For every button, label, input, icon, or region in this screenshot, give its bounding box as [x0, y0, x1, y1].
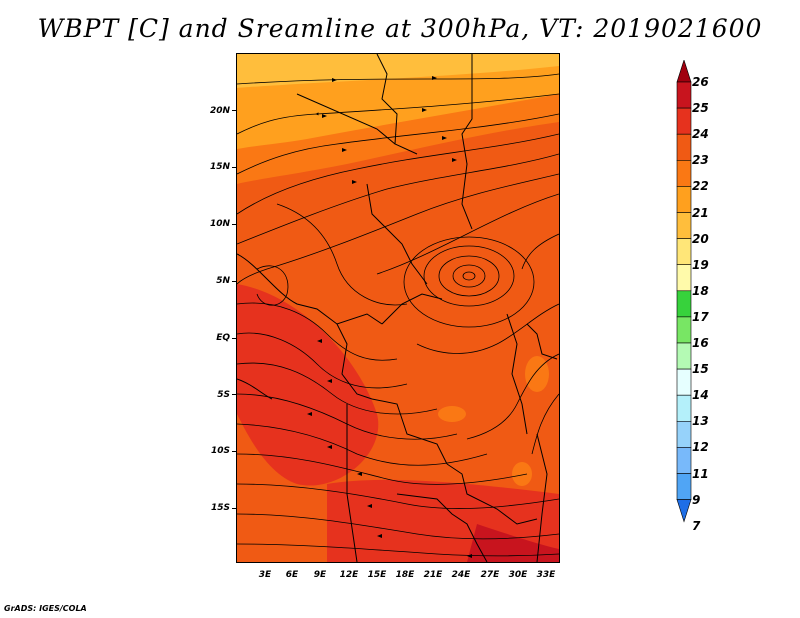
lat-tick [232, 508, 236, 509]
colorbar-label: 18 [692, 284, 709, 298]
lon-label-9e: 9E [305, 570, 335, 580]
footer-credit: GrADS: IGES/COLA [4, 604, 87, 613]
field-cool-pocket-3 [512, 462, 532, 486]
lon-label-15e: 15E [362, 570, 392, 580]
lat-tick [232, 394, 236, 395]
colorbar-label: 13 [692, 414, 709, 428]
colorbar-label: 21 [692, 206, 709, 220]
colorbar-label: 15 [692, 362, 709, 376]
lat-label-10n: 10N [186, 219, 230, 229]
colorbar-label: 14 [692, 388, 709, 402]
colorbar-cell [677, 395, 691, 421]
lon-label-18e: 18E [390, 570, 420, 580]
lon-label-30e: 30E [503, 570, 533, 580]
lat-tick [232, 281, 236, 282]
colorbar-cells [677, 60, 691, 522]
lon-label-21e: 21E [418, 570, 448, 580]
colorbar-cell [677, 369, 691, 395]
colorbar-cell [677, 317, 691, 343]
colorbar-cell [677, 213, 691, 239]
lon-label-24e: 24E [446, 570, 476, 580]
colorbar-cell [677, 134, 691, 160]
lat-tick [232, 224, 236, 225]
lon-label-12e: 12E [334, 570, 364, 580]
colorbar-cell [677, 108, 691, 134]
lat-tick [232, 167, 236, 168]
colorbar-label: 24 [692, 127, 709, 141]
colorbar-top-arrow [677, 60, 691, 82]
colorbar-cell [677, 186, 691, 212]
lat-label-15n: 15N [186, 162, 230, 172]
lat-label-15s: 15S [186, 503, 230, 513]
colorbar-label: 23 [692, 153, 709, 167]
field-cool-pocket-1 [438, 406, 466, 422]
colorbar-cell [677, 239, 691, 265]
colorbar-bottom-arrow [677, 500, 691, 522]
lat-tick [232, 338, 236, 339]
colorbar-cell [677, 447, 691, 473]
lat-tick [232, 110, 236, 111]
chart-title: WBPT [C] and Sreamline at 300hPa, VT: 20… [0, 14, 800, 43]
lat-label-10s: 10S [186, 446, 230, 456]
colorbar-label: 9 [692, 493, 700, 507]
lat-tick [232, 451, 236, 452]
colorbar-label: 11 [692, 467, 709, 481]
colorbar-label: 17 [692, 310, 709, 324]
lon-label-3e: 3E [250, 570, 280, 580]
lon-label-33e: 33E [531, 570, 561, 580]
colorbar-cell [677, 343, 691, 369]
lat-label-20n: 20N [186, 106, 230, 116]
colorbar-cell [677, 474, 691, 500]
field-cool-pocket-2 [525, 356, 549, 392]
colorbar-label: 16 [692, 336, 709, 350]
colorbar-label: 22 [692, 179, 709, 193]
colorbar-cell [677, 82, 691, 108]
colorbar-cell [677, 160, 691, 186]
colorbar-label: 7 [692, 519, 700, 533]
colorbar-cell [677, 291, 691, 317]
colorbar-label: 19 [692, 258, 709, 272]
lat-label-5n: 5N [186, 276, 230, 286]
colorbar-label: 12 [692, 440, 709, 454]
map-svg [237, 54, 559, 562]
lon-label-27e: 27E [475, 570, 505, 580]
lon-label-6e: 6E [277, 570, 307, 580]
colorbar-label: 26 [692, 75, 709, 89]
map-panel [236, 53, 560, 563]
colorbar-label: 20 [692, 232, 709, 246]
colorbar-cell [677, 265, 691, 291]
lat-label-5s: 5S [186, 390, 230, 400]
colorbar-cell [677, 421, 691, 447]
colorbar-label: 25 [692, 101, 709, 115]
lat-label-eq: EQ [186, 333, 230, 343]
